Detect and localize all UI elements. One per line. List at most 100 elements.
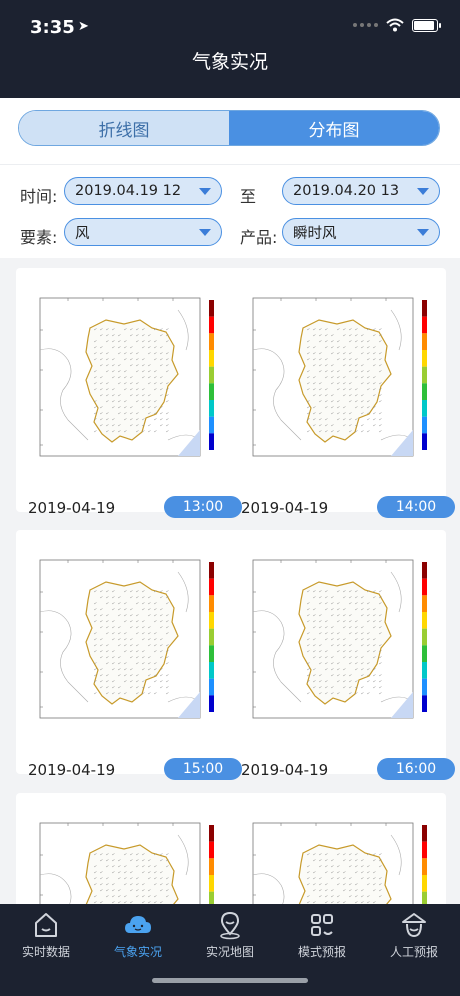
map-card-row: 2019-04-19 15:00 2019-04-19 16:00: [16, 530, 455, 780]
wind-barb: [123, 406, 127, 409]
wind-barb: [165, 686, 169, 689]
wind-barb: [99, 871, 103, 874]
wind-barb: [141, 650, 145, 653]
wind-barb: [93, 328, 97, 331]
wind-barb: [123, 358, 127, 361]
wind-barb: [117, 895, 121, 898]
wind-barb: [312, 364, 316, 367]
wind-barb: [141, 668, 145, 671]
wind-barb: [366, 352, 370, 355]
wind-barb: [117, 340, 121, 343]
wind-barb: [348, 412, 352, 415]
wind-barb: [165, 644, 169, 647]
wind-barb: [129, 883, 133, 886]
wind-barb: [99, 412, 103, 415]
wind-barb: [153, 620, 157, 623]
wind-barb: [348, 626, 352, 629]
map-time-badge[interactable]: 16:00: [377, 758, 455, 780]
wind-barb: [129, 424, 133, 427]
end-time-select[interactable]: 2019.04.20 13: [282, 177, 440, 205]
wind-barb: [342, 608, 346, 611]
tab-manual-forecast[interactable]: 人工预报: [368, 910, 460, 966]
colorbar-segment: [422, 628, 427, 646]
colorbar-segment: [422, 333, 427, 350]
wind-barb: [117, 370, 121, 373]
wind-barb: [312, 626, 316, 629]
wind-barb: [336, 590, 340, 593]
wind-barb: [99, 877, 103, 880]
wind-barb: [354, 596, 358, 599]
wind-barb: [159, 352, 163, 355]
colorbar-segment: [422, 695, 427, 712]
tab-label: 人工预报: [389, 945, 438, 959]
wind-barb: [135, 644, 139, 647]
wind-barb: [153, 608, 157, 611]
wind-barb: [354, 680, 358, 683]
wind-barb: [306, 370, 310, 373]
tab-realtime-data[interactable]: 实时数据: [0, 910, 92, 966]
wind-barb: [306, 895, 310, 898]
tab-distribution-map[interactable]: 分布图: [229, 111, 439, 145]
colorbar-segment: [422, 662, 427, 679]
element-select[interactable]: 风: [64, 218, 222, 246]
wind-barb: [111, 596, 115, 599]
wind-barb: [378, 424, 382, 427]
wind-barb: [105, 865, 109, 868]
wind-barb: [336, 674, 340, 677]
wind-barb: [105, 889, 109, 892]
wind-barb: [147, 674, 151, 677]
wind-barb: [147, 877, 151, 880]
wind-barb: [105, 853, 109, 856]
wind-barb: [111, 370, 115, 373]
map-time-badge[interactable]: 14:00: [377, 496, 455, 518]
wind-barb: [123, 340, 127, 343]
wind-barb: [141, 871, 145, 874]
wind-barb: [123, 352, 127, 355]
wind-barb: [153, 871, 157, 874]
wind-barb: [105, 614, 109, 617]
tab-model-forecast[interactable]: 模式预报: [276, 910, 368, 966]
product-select[interactable]: 瞬时风: [282, 218, 440, 246]
wind-barb: [360, 901, 364, 904]
wind-barb: [123, 638, 127, 641]
wind-barb: [342, 596, 346, 599]
wind-barb: [93, 614, 97, 617]
wind-barb: [147, 334, 151, 337]
wind-barb: [141, 865, 145, 868]
colorbar-segment: [209, 825, 214, 842]
wind-barb: [330, 424, 334, 427]
colorbar-segment: [422, 300, 427, 317]
wind-barb: [360, 656, 364, 659]
wind-barb: [336, 406, 340, 409]
map-time-badge[interactable]: 13:00: [164, 496, 242, 518]
wind-barb: [378, 388, 382, 391]
wind-barb: [318, 626, 322, 629]
colorbar-segment: [422, 366, 427, 384]
start-time-select[interactable]: 2019.04.19 12: [64, 177, 222, 205]
wind-barb: [129, 346, 133, 349]
wind-barb: [330, 895, 334, 898]
tab-live-map[interactable]: 实况地图: [184, 910, 276, 966]
map-time-badge[interactable]: 15:00: [164, 758, 242, 780]
wind-barb: [306, 901, 310, 904]
wind-barb: [372, 608, 376, 611]
wind-barb: [99, 334, 103, 337]
wind-barb: [117, 424, 121, 427]
wind-barb: [159, 334, 163, 337]
wind-barb: [372, 650, 376, 653]
wind-barb: [354, 418, 358, 421]
wind-barb: [129, 859, 133, 862]
wind-barb: [141, 662, 145, 665]
wind-barb: [306, 328, 310, 331]
wind-barb: [354, 424, 358, 427]
wind-barb: [372, 394, 376, 397]
tab-line-chart[interactable]: 折线图: [19, 111, 229, 145]
wind-barb: [354, 895, 358, 898]
wind-barb: [147, 346, 151, 349]
wind-barb: [153, 692, 157, 695]
tab-weather-live[interactable]: 气象实况: [92, 910, 184, 966]
wind-barb: [141, 901, 145, 904]
wind-barb: [153, 590, 157, 593]
wind-barb: [330, 334, 334, 337]
wind-barb: [318, 352, 322, 355]
